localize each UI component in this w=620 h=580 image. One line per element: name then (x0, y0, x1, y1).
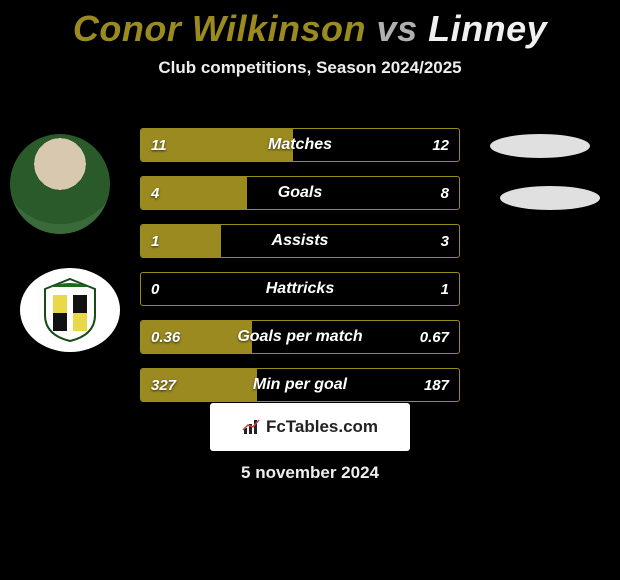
stat-label: Hattricks (141, 273, 459, 305)
player2-crest-placeholder (500, 186, 600, 210)
player2-name: Linney (428, 8, 547, 49)
stat-row-assists: 13Assists (140, 224, 460, 258)
stat-row-goals-per-match: 0.360.67Goals per match (140, 320, 460, 354)
player2-photo-placeholder (490, 134, 590, 158)
stat-label: Goals (141, 177, 459, 209)
brand-chart-icon (242, 418, 262, 436)
stats-bars: 1112Matches 48Goals 13Assists 01Hattricks 0.… (140, 128, 460, 416)
stat-row-hattricks: 01Hattricks (140, 272, 460, 306)
brand-badge: FcTables.com (210, 403, 410, 451)
stat-label: Min per goal (141, 369, 459, 401)
stat-row-goals: 48Goals (140, 176, 460, 210)
stat-row-min-per-goal: 327187Min per goal (140, 368, 460, 402)
stat-label: Matches (141, 129, 459, 161)
comparison-card: Conor Wilkinson vs Linney Club competiti… (0, 8, 620, 580)
comparison-title: Conor Wilkinson vs Linney (0, 8, 620, 50)
snapshot-date: 5 november 2024 (0, 463, 620, 483)
player1-photo (10, 134, 110, 234)
player1-name: Conor Wilkinson (73, 8, 366, 49)
stat-label: Assists (141, 225, 459, 257)
player1-crest (20, 268, 120, 352)
crest-icon (35, 275, 105, 345)
vs-text: vs (377, 8, 418, 49)
stat-row-matches: 1112Matches (140, 128, 460, 162)
brand-text: FcTables.com (266, 417, 378, 437)
subtitle: Club competitions, Season 2024/2025 (0, 58, 620, 78)
stat-label: Goals per match (141, 321, 459, 353)
